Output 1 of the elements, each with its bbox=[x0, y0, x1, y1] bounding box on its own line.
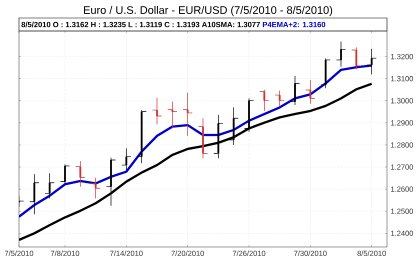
chart-title: Euro / U.S. Dollar - EUR/USD (7/5/2010 - 8/5/2010) bbox=[84, 6, 332, 16]
